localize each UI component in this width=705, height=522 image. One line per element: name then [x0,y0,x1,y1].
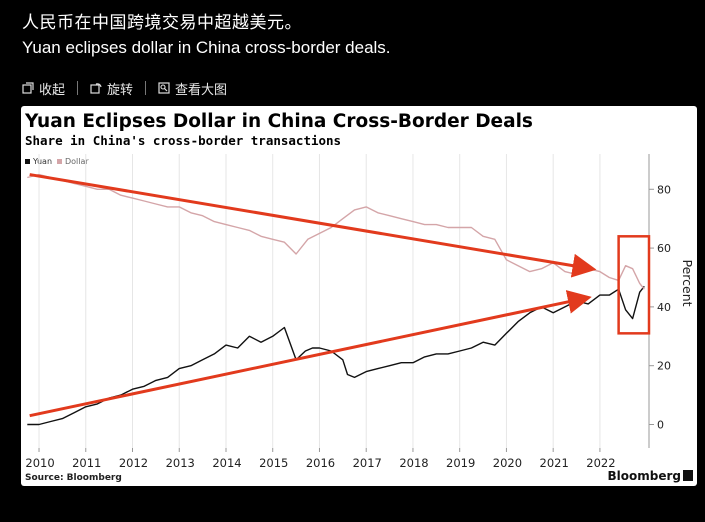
legend-swatch-dollar [57,159,62,164]
x-tick-label: 2017 [353,456,382,470]
view-large-label: 查看大图 [175,82,228,98]
source-note: Source: Bloomberg [25,473,122,483]
legend-swatch-yuan [25,159,30,164]
y-tick-label: 20 [657,360,671,373]
y-tick-label: 40 [657,301,671,314]
bloomberg-logo-text: Bloomberg [608,469,682,483]
chart-title: Yuan Eclipses Dollar in China Cross-Bord… [24,111,533,132]
x-tick-label: 2015 [259,456,288,470]
toolbar-divider [77,81,79,95]
collapse-label: 收起 [39,82,66,98]
rotate-label: 旋转 [107,82,134,98]
bloomberg-logo-icon [683,470,693,481]
y-tick-label: 0 [657,418,664,431]
x-tick-label: 2020 [493,456,522,470]
chart-subtitle: Share in China's cross-border transactio… [25,133,341,148]
grid [38,154,601,448]
annotations [29,173,651,418]
x-tick-label: 2014 [212,456,241,470]
rotate-button[interactable]: 旋转 [90,79,133,98]
image-toolbar: 收起 旋转 查看大图 [22,78,227,98]
post-title-cn: 人民币在中国跨境交易中超越美元。 [22,13,302,33]
x-tick-label: 2021 [540,456,569,470]
legend-label-yuan: Yuan [32,157,52,166]
x-axis: 2010 2011 2012 2013 2014 2015 2016 2017 2018 2019… [25,448,616,470]
collapse-icon [22,82,34,94]
legend-label-dollar: Dollar [65,157,89,166]
y-axis-label: Percent [680,259,695,306]
legend: Yuan Dollar [25,157,89,166]
y-tick-label: 60 [657,242,671,255]
x-tick-label: 2012 [119,456,148,470]
collapse-button[interactable]: 收起 [22,79,65,98]
view-large-icon [158,82,170,94]
x-tick-label: 2010 [25,456,54,470]
x-tick-label: 2016 [306,456,335,470]
highlight-box [617,235,651,335]
post-title-en: Yuan eclipses dollar in China cross-bord… [22,38,391,57]
x-tick-label: 2022 [586,456,615,470]
y-axis: 0 20 40 60 80 [648,154,671,448]
view-large-button[interactable]: 查看大图 [158,79,227,98]
yuan-line [27,285,645,426]
trend-arrow-0 [29,173,597,278]
x-tick-label: 2011 [72,456,101,470]
y-tick-label: 80 [657,183,671,196]
chart-image[interactable]: Yuan Eclipses Dollar in China Cross-Bord… [21,106,697,486]
x-tick-label: 2019 [446,456,475,470]
toolbar-divider [145,81,147,95]
x-tick-label: 2013 [166,456,195,470]
series-lines [27,173,645,426]
dollar-line [27,173,645,290]
rotate-icon [90,83,102,94]
x-tick-label: 2018 [399,456,428,470]
trend-arrow-1 [29,290,592,418]
chart: Yuan Eclipses Dollar in China Cross-Bord… [24,111,695,483]
